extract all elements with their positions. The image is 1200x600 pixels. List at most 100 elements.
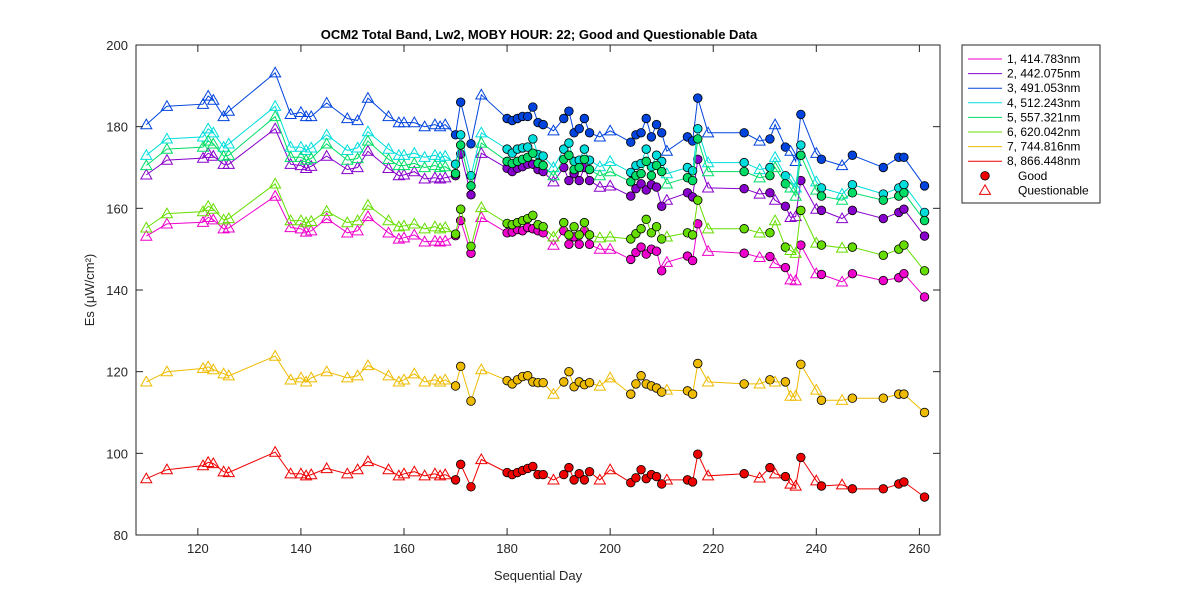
questionable-point [361, 209, 375, 222]
good-point [765, 228, 775, 238]
questionable-point [392, 169, 406, 181]
good-point [450, 159, 461, 169]
good-point [538, 222, 548, 232]
questionable-point [701, 469, 715, 481]
questionable-point [407, 156, 421, 169]
questionable-point [139, 229, 153, 241]
good-point [466, 482, 476, 492]
questionable-point [397, 168, 411, 180]
questionable-point [299, 161, 313, 173]
good-point [579, 154, 590, 165]
questionable-point [474, 201, 488, 213]
good-point [899, 204, 909, 214]
good-point [739, 166, 749, 177]
good-point [636, 128, 646, 138]
good-point [564, 462, 574, 473]
good-point [780, 377, 791, 387]
questionable-point [603, 230, 617, 242]
x-tick-label: 220 [702, 541, 724, 556]
questionable-point [340, 153, 354, 165]
good-point [878, 393, 889, 403]
y-tick-label: 120 [106, 365, 128, 380]
good-point [564, 230, 574, 240]
good-point [687, 389, 698, 399]
y-tick-label: 160 [106, 201, 128, 216]
questionable-point [284, 157, 297, 169]
good-point [899, 188, 909, 198]
good-point [651, 119, 662, 130]
questionable-point [160, 365, 174, 377]
questionable-point [547, 387, 560, 399]
questionable-point [294, 467, 308, 479]
questionable-point [217, 213, 230, 225]
good-point [538, 469, 548, 480]
legend-entry-label: 3, 491.053nm [1007, 81, 1080, 95]
questionable-point [660, 255, 674, 267]
questionable-point [284, 221, 297, 233]
series-line [145, 115, 925, 221]
questionable-point [407, 367, 421, 379]
good-point [765, 170, 775, 181]
questionable-point [593, 242, 607, 254]
questionable-point [809, 474, 823, 486]
questionable-point [407, 116, 421, 128]
questionable-point [222, 137, 236, 149]
legend-entry-label: 1, 414.783nm [1007, 52, 1080, 66]
questionable-point [603, 463, 617, 475]
good-point [739, 224, 749, 234]
questionable-point [139, 168, 153, 180]
questionable-point [268, 66, 282, 78]
good-point [626, 137, 636, 147]
questionable-point [340, 163, 354, 175]
questionable-point [361, 359, 375, 371]
good-point [574, 469, 584, 479]
questionable-point [433, 172, 447, 184]
questionable-point [753, 187, 766, 199]
questionable-point [206, 126, 220, 138]
good-point [569, 475, 579, 485]
y-tick-label: 180 [106, 120, 128, 135]
plot-area [135, 44, 941, 536]
good-point [636, 242, 646, 252]
questionable-point [217, 222, 230, 234]
questionable-point [201, 210, 215, 222]
series-line [146, 183, 925, 272]
x-axis: 120 140 160 180 200 220 240 260 [187, 45, 930, 556]
good-point [687, 477, 698, 487]
questionable-point [284, 214, 297, 226]
good-point [584, 467, 595, 477]
questionable-point [196, 140, 210, 152]
good-point [466, 139, 476, 149]
good-point [538, 377, 548, 388]
questionable-point [139, 118, 153, 130]
good-point [559, 469, 569, 480]
good-point [687, 175, 698, 186]
good-point [579, 113, 590, 124]
questionable-point [196, 97, 210, 109]
questionable-point [835, 478, 849, 490]
series-1 [139, 189, 930, 302]
questionable-point [284, 373, 297, 385]
good-point [574, 162, 584, 173]
questionable-point [701, 375, 715, 387]
questionable-point [407, 228, 421, 240]
x-tick-label: 200 [599, 541, 621, 556]
good-point [636, 371, 646, 381]
good-point [847, 150, 858, 160]
good-point [816, 205, 827, 216]
questionable-point [407, 165, 421, 177]
good-point [919, 181, 930, 191]
questionable-point [753, 163, 766, 175]
good-point [455, 459, 466, 470]
good-point [919, 407, 930, 418]
questionable-point [603, 124, 617, 136]
legend-questionable-marker [978, 183, 992, 195]
good-point [656, 266, 667, 276]
questionable-point [382, 226, 395, 238]
questionable-point [418, 222, 431, 234]
good-point [847, 188, 858, 198]
good-point [796, 205, 806, 216]
questionable-point [320, 149, 334, 161]
questionable-point [835, 193, 849, 205]
